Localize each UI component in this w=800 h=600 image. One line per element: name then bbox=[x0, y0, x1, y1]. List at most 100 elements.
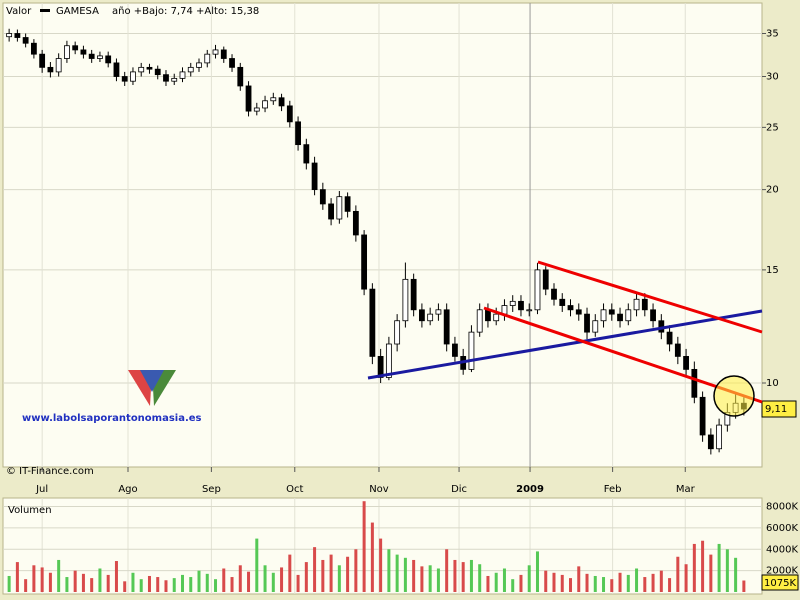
trendline-support bbox=[367, 309, 763, 380]
volume-bar bbox=[593, 575, 597, 592]
volume-bar bbox=[230, 577, 234, 592]
volume-bar bbox=[123, 581, 127, 592]
volume-bar bbox=[602, 577, 606, 592]
volume-bar bbox=[494, 572, 498, 592]
volume-bar bbox=[263, 565, 267, 592]
x-tick-label: Dic bbox=[451, 484, 467, 495]
candle-body bbox=[253, 107, 260, 112]
candle-body bbox=[14, 33, 21, 38]
candle-body bbox=[617, 313, 623, 322]
candle-body bbox=[452, 343, 458, 357]
volume-bar bbox=[478, 564, 482, 592]
volume-bar bbox=[280, 567, 284, 592]
candle-body bbox=[402, 278, 409, 322]
candle-body bbox=[369, 288, 376, 357]
volume-bar bbox=[222, 568, 226, 592]
candle-body bbox=[716, 424, 723, 450]
volume-bar bbox=[725, 549, 729, 592]
watermark: www.labolsaporantonomasia.es bbox=[22, 413, 202, 424]
volume-bar bbox=[247, 571, 251, 592]
volume-bar bbox=[552, 572, 556, 592]
volume-bar bbox=[214, 579, 218, 592]
candle-body bbox=[204, 53, 211, 64]
candle-body bbox=[295, 121, 301, 146]
volume-bar bbox=[238, 565, 242, 592]
volume-bar bbox=[709, 554, 713, 592]
candle-body bbox=[245, 85, 252, 112]
candle-body bbox=[97, 55, 103, 59]
volume-bar bbox=[40, 567, 44, 592]
volume-bar bbox=[502, 568, 506, 592]
volume-bar bbox=[24, 579, 28, 592]
copyright: © IT-Finance.com bbox=[6, 466, 94, 477]
volume-bar bbox=[659, 570, 663, 592]
volume-bar bbox=[288, 554, 292, 592]
volume-bar bbox=[65, 577, 69, 592]
volume-bar bbox=[535, 551, 539, 592]
volume-bar bbox=[626, 574, 630, 592]
price-marker-box bbox=[761, 400, 797, 418]
volume-bar bbox=[147, 575, 151, 592]
price-marker-label: 9,11 bbox=[765, 404, 787, 415]
candle-body bbox=[163, 74, 169, 82]
volume-bar bbox=[271, 572, 275, 592]
volume-marker-box bbox=[761, 574, 799, 591]
logo bbox=[128, 370, 176, 406]
volume-bar bbox=[197, 570, 201, 592]
candle-body bbox=[138, 66, 145, 73]
volume-bar bbox=[635, 568, 639, 592]
candle-body bbox=[600, 309, 607, 322]
candle-body bbox=[518, 300, 524, 311]
volume-bar bbox=[48, 572, 52, 592]
candle-body bbox=[6, 33, 13, 38]
y-tick-label: 20 bbox=[766, 185, 779, 196]
candle-body bbox=[303, 144, 310, 164]
volume-bar bbox=[486, 575, 490, 592]
candle-body bbox=[410, 278, 417, 311]
candle-body bbox=[509, 300, 516, 306]
candle-body bbox=[270, 97, 277, 102]
volume-bar bbox=[461, 562, 465, 592]
volume-bar bbox=[651, 573, 655, 592]
candle-body bbox=[171, 77, 178, 82]
volume-bar bbox=[81, 573, 85, 592]
candle-body bbox=[650, 309, 656, 322]
volume-bar bbox=[139, 579, 143, 592]
volume-bar bbox=[131, 572, 135, 592]
y-tick-label: 15 bbox=[766, 265, 779, 276]
x-tick-label: Ago bbox=[118, 484, 137, 495]
volume-bar bbox=[684, 564, 688, 592]
candle-body bbox=[377, 356, 384, 378]
volume-bar bbox=[337, 565, 341, 592]
candle-body bbox=[608, 309, 615, 315]
candle-body bbox=[187, 66, 194, 73]
x-tick-label: Nov bbox=[369, 484, 389, 495]
subtitle: año +Bajo: 7,74 +Alto: 15,38 bbox=[112, 6, 259, 17]
x-tick-label: Jul bbox=[35, 484, 48, 495]
candle-body bbox=[39, 53, 46, 68]
candle-body bbox=[575, 309, 582, 315]
chart-title: Valor bbox=[6, 6, 32, 17]
candle-body bbox=[220, 49, 227, 59]
candle-body bbox=[30, 42, 37, 55]
y-tick-label: 6000K bbox=[766, 523, 798, 534]
candle-body bbox=[674, 343, 681, 357]
volume-bar bbox=[453, 559, 457, 592]
volume-bar bbox=[676, 556, 680, 592]
candle-body bbox=[551, 288, 557, 300]
candle-body bbox=[699, 396, 706, 436]
volume-bar bbox=[255, 538, 259, 592]
candle-body bbox=[534, 269, 541, 311]
volume-bar bbox=[379, 538, 383, 592]
volume-bar bbox=[519, 574, 523, 592]
candle-body bbox=[229, 58, 235, 68]
volume-bar bbox=[643, 577, 647, 592]
candle-body bbox=[72, 45, 79, 51]
y-tick-label: 2000K bbox=[766, 566, 798, 577]
candle-body bbox=[707, 434, 714, 450]
x-tick-label: Oct bbox=[286, 484, 303, 495]
candle-body bbox=[542, 269, 549, 290]
volume-bar bbox=[742, 580, 746, 592]
volume-bar bbox=[362, 501, 366, 592]
